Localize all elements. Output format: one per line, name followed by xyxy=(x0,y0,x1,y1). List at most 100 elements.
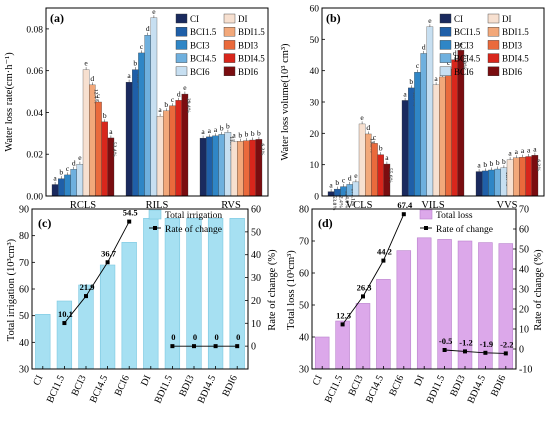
y-tick-label: 50 xyxy=(19,311,29,322)
bar-rvs-bdi3 xyxy=(243,140,250,197)
y2-tick-label: 60 xyxy=(519,225,529,236)
percent-label: 124.0% xyxy=(344,191,350,209)
significance-letter: c xyxy=(342,176,346,185)
significance-letter: a xyxy=(109,127,113,136)
rate-marker xyxy=(127,219,132,224)
bar-vils-di xyxy=(432,84,440,197)
rate-marker xyxy=(361,294,365,299)
significance-letter: b xyxy=(226,121,230,130)
legend-label: BCI6 xyxy=(454,67,474,77)
y2-axis-title-c: Rate of change (%) xyxy=(267,249,278,331)
legend-label: CI xyxy=(190,14,199,24)
bar-di xyxy=(143,218,159,370)
bar-vcls-bci6 xyxy=(352,181,360,197)
bar-rvs-di xyxy=(230,141,238,197)
group-label: VCLS xyxy=(346,200,373,211)
significance-letter: e xyxy=(84,59,88,68)
bar-rcls-bdi3 xyxy=(95,101,102,197)
x-tick-label: BCI3 xyxy=(347,374,366,398)
significance-letter: b xyxy=(496,158,500,167)
legend-swatch-bci4-5 xyxy=(439,53,452,63)
panel-label: (a) xyxy=(50,11,64,25)
bar-bci6 xyxy=(121,242,137,370)
significance-letter: c xyxy=(97,91,101,100)
bar-vils-bci4-5 xyxy=(420,53,427,197)
rate-value-label: 21.9 xyxy=(80,282,95,292)
y-tick-label: 50 xyxy=(299,301,309,312)
legend-swatch-bci6 xyxy=(439,66,452,77)
legend-swatch-di xyxy=(223,13,236,24)
significance-letter: c xyxy=(171,95,175,104)
bar-vvs-bci1-5 xyxy=(482,170,489,197)
bar-rils-bci3 xyxy=(138,52,145,197)
y2-tick-label: 10 xyxy=(251,319,261,330)
percent-label: 55.6% xyxy=(387,168,393,183)
bar-vvs-bdi3 xyxy=(519,156,526,197)
bar-rcls-bci3 xyxy=(64,174,71,197)
significance-letter: b xyxy=(245,130,249,139)
y-tick-label: 0 xyxy=(314,193,319,203)
bar-vils-bdi4-5 xyxy=(451,59,458,197)
significance-letter: e xyxy=(354,171,358,180)
significance-letter: a xyxy=(385,153,389,162)
percent-label: 6.3% xyxy=(259,143,265,155)
bar-vvs-bdi4-5 xyxy=(525,156,532,197)
x-tick-label: BCI6 xyxy=(113,374,132,398)
rate-value-label: 36.7 xyxy=(101,248,117,258)
rate-value-label: 0 xyxy=(193,332,197,342)
group-label: VILS xyxy=(421,200,444,211)
rate-value-label: -1.9 xyxy=(480,339,493,349)
y-axis-title-a: Water loss rate(cm·h⁻¹) xyxy=(4,52,15,152)
significance-letter: c xyxy=(373,132,377,141)
legend-label: BDI3 xyxy=(502,40,522,50)
y2-axis-title-d: Rate of change (%) xyxy=(533,249,544,331)
legend-swatch-bdi6 xyxy=(487,66,500,77)
legend-swatch-bci6 xyxy=(175,66,188,77)
legend-swatch-bci3 xyxy=(175,40,188,50)
legend-swatch-bdi1-5 xyxy=(223,27,236,37)
legend-swatch-marker xyxy=(153,226,157,230)
y2-tick-label: 40 xyxy=(519,265,529,276)
legend-label: BDI4.5 xyxy=(238,54,265,64)
percent-label: 53.4% xyxy=(111,142,117,157)
y-tick-label: 50 xyxy=(310,36,320,46)
panel-label: (c) xyxy=(38,216,51,230)
y2-tick-label: 50 xyxy=(519,245,529,256)
y-tick-label: 0.06 xyxy=(26,67,43,77)
legend-label: BDI1.5 xyxy=(502,27,529,37)
rate-marker xyxy=(235,344,240,349)
bar-rcls-di xyxy=(82,69,90,197)
significance-letter: b xyxy=(257,128,261,137)
legend-label: BCI6 xyxy=(190,67,210,77)
significance-letter: a xyxy=(477,161,481,170)
legend-label: BCI1.5 xyxy=(190,27,217,37)
bar-vils-bci3 xyxy=(414,72,421,197)
rate-line xyxy=(64,221,130,324)
percent-label: 12.4% xyxy=(92,89,98,104)
y-tick-label: 90 xyxy=(19,205,29,216)
bar-ci xyxy=(35,314,51,370)
bar-vils-bdi1-5 xyxy=(439,76,446,197)
y-tick-label: 30 xyxy=(299,365,309,376)
significance-letter: c xyxy=(140,42,144,51)
rate-value-label: 10.1 xyxy=(58,309,73,319)
bar-vils-bci6 xyxy=(426,26,434,197)
legend-swatch-ci xyxy=(175,13,188,24)
significance-letter: d xyxy=(422,42,426,51)
bar-vils-bdi3 xyxy=(445,68,452,197)
legend-swatch-bdi3 xyxy=(487,40,500,50)
bar-ci xyxy=(314,336,330,370)
bar-rvs-bci3 xyxy=(212,135,219,197)
significance-letter: a xyxy=(127,71,131,80)
group-label: RCLS xyxy=(70,200,96,211)
bar-vcls-bdi4-5 xyxy=(377,154,384,197)
y-axis-title-d: Total loss (10³cm³) xyxy=(286,250,297,330)
rate-marker xyxy=(503,351,508,356)
percent-label: 53.0% xyxy=(331,196,337,211)
significance-letter: a xyxy=(527,146,531,155)
significance-letter: a xyxy=(158,105,162,114)
significance-letter: b xyxy=(133,59,137,68)
legend-swatch-bdi6 xyxy=(223,66,236,77)
significance-letter: a xyxy=(515,147,519,156)
x-tick-label: CI xyxy=(31,374,45,388)
